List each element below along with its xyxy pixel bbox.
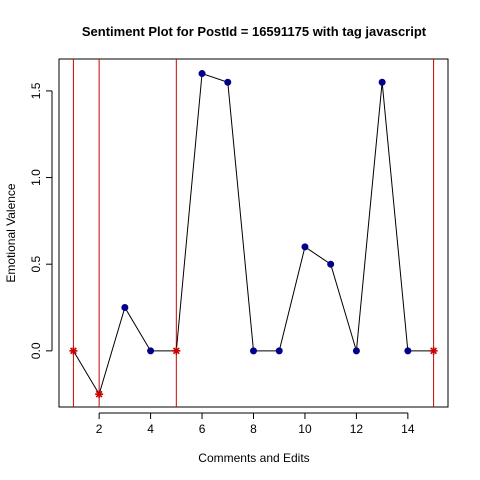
x-tick-label: 4 [147,422,154,436]
data-point [352,347,360,355]
y-tick-label: 0.5 [29,256,43,273]
data-point [147,347,155,355]
x-tick-label: 14 [401,422,415,436]
data-point [198,70,206,78]
data-point [301,243,309,251]
highlight-point [69,346,78,355]
plot-marks: 2 4 6 8 10 12 14 0.0 0.5 1.0 1.5 [29,58,449,436]
data-point [224,78,232,86]
data-point [378,78,386,86]
highlight-point [172,346,181,355]
plot-border [58,58,449,408]
x-tick-label: 10 [298,422,312,436]
data-point [121,304,129,312]
x-tick-label: 6 [199,422,206,436]
data-point [327,260,335,268]
x-tick-label: 2 [96,422,103,436]
y-tick-label: 1.0 [29,169,43,186]
x-tick-label: 8 [250,422,257,436]
y-tick-label: 0.0 [29,342,43,359]
highlight-point [429,346,438,355]
data-point [275,347,283,355]
chart-title: Sentiment Plot for PostId = 16591175 wit… [82,24,427,39]
x-tick-label: 12 [350,422,364,436]
x-axis-label: Comments and Edits [198,451,309,465]
highlight-point [95,390,104,399]
data-point [404,347,412,355]
sentiment-line [72,72,434,396]
y-axis-label: Emotional Valence [4,183,18,282]
data-point [250,347,257,355]
y-tick-label: 1.5 [29,82,43,99]
